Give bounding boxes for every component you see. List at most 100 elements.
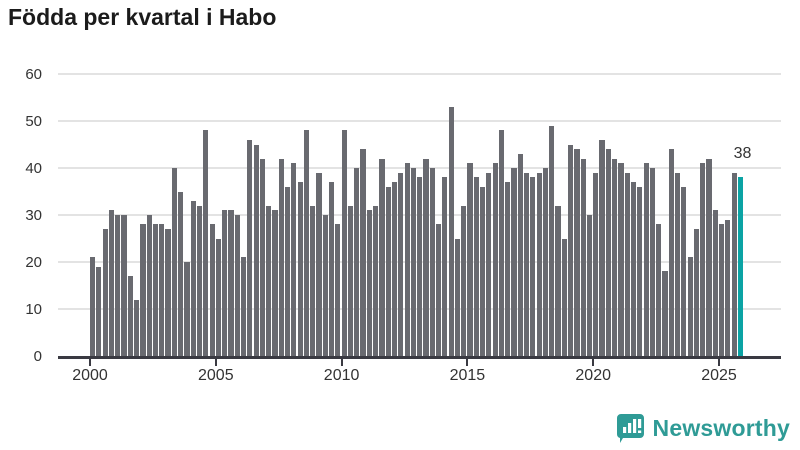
- y-axis-label-60: 60: [25, 66, 42, 83]
- bar: [693, 229, 700, 356]
- x-axis-label-2000: 2000: [72, 367, 108, 384]
- bar: [454, 238, 460, 356]
- y-axis-label-0: 0: [33, 348, 42, 365]
- bar: [234, 215, 240, 356]
- bar: [159, 224, 165, 356]
- bar: [656, 224, 662, 356]
- bar: [410, 168, 416, 356]
- bar: [310, 205, 316, 356]
- bar: [719, 224, 725, 356]
- bar: [347, 205, 354, 356]
- bar: [448, 106, 454, 356]
- newsworthy-logo: Newsworthy: [616, 412, 790, 444]
- x-axis-tick-2000: [89, 359, 91, 366]
- bar: [643, 163, 649, 356]
- gridline-y-40: [58, 167, 781, 169]
- bar: [266, 205, 272, 356]
- bar: [681, 186, 687, 356]
- bar: [90, 257, 96, 356]
- bar: [247, 139, 253, 356]
- bar: [316, 172, 322, 356]
- bar: [467, 163, 473, 356]
- bar: [203, 130, 209, 356]
- x-axis-label-2020: 2020: [575, 367, 611, 384]
- bar: [505, 182, 511, 356]
- gridline-y-60: [58, 73, 781, 75]
- bar: [146, 215, 152, 356]
- bar: [630, 182, 637, 356]
- bar: [152, 224, 159, 356]
- y-axis-label-10: 10: [25, 301, 42, 318]
- bar: [196, 205, 203, 356]
- bar: [461, 205, 467, 356]
- bar: [108, 210, 115, 356]
- bar: [649, 168, 655, 356]
- bar: [209, 224, 215, 356]
- bar: [674, 172, 681, 356]
- bar: [624, 172, 630, 356]
- bar: [140, 224, 146, 356]
- bar: [297, 182, 303, 356]
- chart-title: Födda per kvartal i Habo: [8, 4, 277, 30]
- bar: [215, 238, 221, 356]
- bar: [272, 210, 278, 356]
- bar: [580, 158, 586, 356]
- bar: [222, 210, 228, 356]
- bar: [385, 186, 391, 356]
- bar: [725, 219, 731, 356]
- bar: [712, 210, 718, 356]
- newsworthy-wordmark: Newsworthy: [652, 414, 790, 441]
- bar: [517, 153, 523, 356]
- bar: [511, 168, 517, 356]
- highlight-bar: [737, 177, 744, 356]
- bar: [329, 182, 335, 356]
- x-axis-tick-2020: [592, 359, 595, 366]
- y-axis-label-40: 40: [25, 160, 42, 177]
- bar: [561, 238, 567, 356]
- bar: [593, 172, 599, 356]
- x-axis-tick-2005: [214, 359, 217, 366]
- bar: [184, 262, 190, 356]
- bar: [549, 125, 555, 356]
- bar: [435, 224, 442, 356]
- bar: [190, 200, 196, 356]
- bar: [731, 172, 737, 356]
- x-axis-label-2010: 2010: [323, 367, 360, 384]
- bar: [429, 168, 435, 356]
- bar: [165, 229, 171, 356]
- bar: [178, 191, 184, 356]
- bar: [530, 177, 536, 356]
- bar: [706, 158, 712, 356]
- x-axis-label-2025: 2025: [701, 367, 737, 384]
- bar: [360, 149, 366, 356]
- bar: [102, 229, 108, 356]
- bar: [568, 144, 574, 356]
- bar: [442, 177, 448, 356]
- bar: [354, 168, 360, 356]
- bar: [542, 168, 549, 356]
- bar: [668, 149, 674, 356]
- x-axis-tick-2025: [718, 359, 720, 366]
- bar: [404, 163, 410, 356]
- x-axis-tick-2015: [466, 359, 469, 366]
- bar: [473, 177, 479, 356]
- bar: [335, 224, 341, 356]
- bar: [612, 158, 618, 356]
- bar: [492, 163, 498, 356]
- bar: [121, 215, 127, 356]
- bar: [417, 177, 423, 356]
- bar: [253, 144, 259, 356]
- bar: [398, 172, 404, 356]
- bar: [322, 215, 328, 356]
- bar: [605, 149, 611, 356]
- bar: [599, 139, 605, 356]
- newsworthy-bubble-chart-icon: [616, 413, 645, 444]
- x-axis-label-2015: 2015: [449, 367, 486, 384]
- bar: [524, 172, 530, 356]
- bar: [486, 172, 492, 356]
- bar: [259, 158, 266, 356]
- bar: [536, 172, 542, 356]
- bar: [228, 210, 234, 356]
